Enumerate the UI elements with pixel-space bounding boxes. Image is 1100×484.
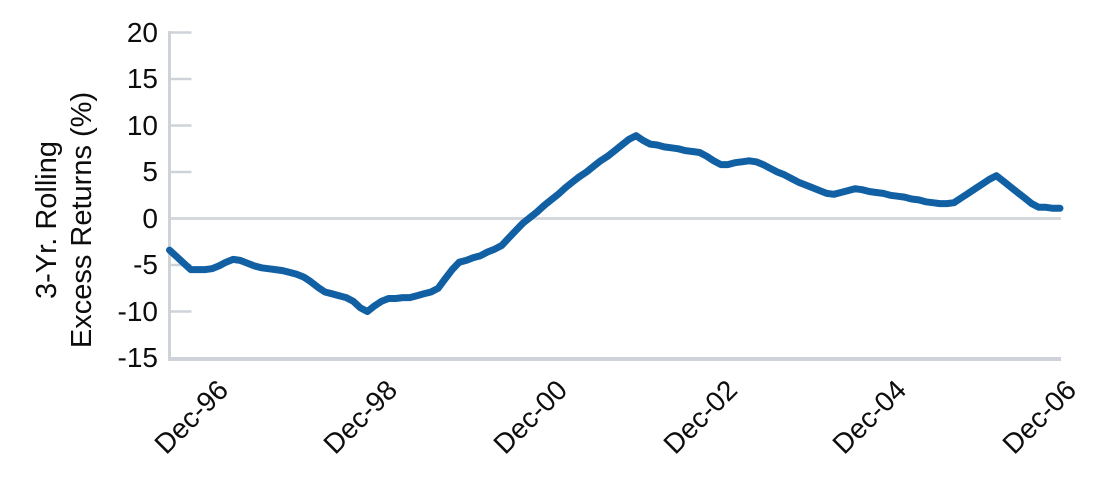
y-tick-label-15: 15 (126, 63, 158, 94)
y-tick-label-neg10: -10 (117, 295, 158, 327)
y-tick-label-neg5: -5 (133, 249, 158, 280)
excess-returns-line (166, 132, 1064, 315)
y-axis-tick-marks (169, 31, 192, 313)
y-tick-label-20: 20 (126, 16, 158, 48)
y-tick-label-10: 10 (126, 109, 158, 141)
y-tick-label-neg15: -15 (117, 342, 158, 373)
y-tick-label-0: 0 (142, 202, 158, 234)
y-tick-label-5: 5 (142, 156, 158, 187)
